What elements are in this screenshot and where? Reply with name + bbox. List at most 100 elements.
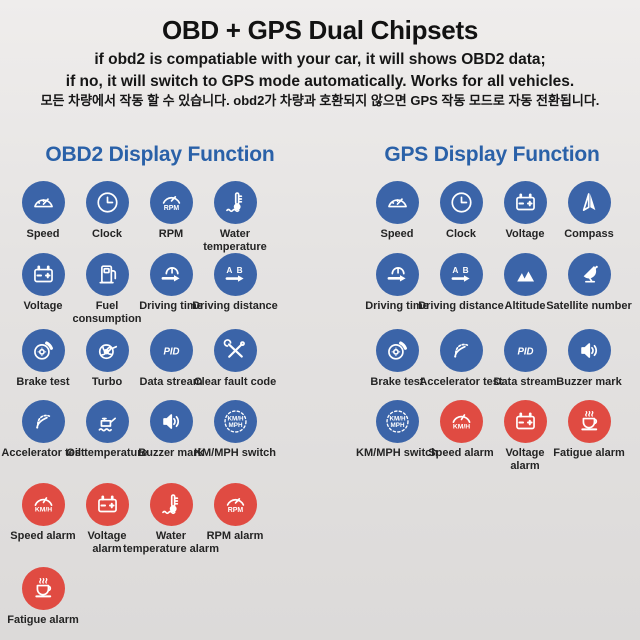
obd2-feature-speed-alarm: KM/H Speed alarm <box>10 483 76 555</box>
gps-feature-buzzer-mark: Buzzer mark <box>556 329 622 389</box>
oil-can-icon <box>85 400 129 443</box>
obd2-feature-fatigue-alarm: Fatigue alarm <box>7 567 79 627</box>
obd2-feature-rpm-alarm: RPM RPM alarm <box>203 483 267 555</box>
feature-label: Voltage <box>505 228 545 240</box>
svg-text:KM/H: KM/H <box>389 415 406 422</box>
feature-label: Clock <box>446 228 476 240</box>
obd2-row-4: Accelerator test Oil temperature Buzzer ma… <box>1 400 276 460</box>
obd2-feature-voltage-alarm: Voltage alarm <box>75 483 139 555</box>
feature-label: Data stream <box>139 376 203 388</box>
gps-feature-accelerator-test: Accelerator test <box>419 329 503 389</box>
fuel-pump-icon <box>85 253 129 296</box>
compass-icon <box>567 181 611 224</box>
svg-text:KM/H: KM/H <box>34 507 51 514</box>
gps-feature-voltage-alarm: Voltage alarm <box>493 400 557 472</box>
subtitle-line-2: if no, it will switch to GPS mode automa… <box>65 72 575 90</box>
water-thermometer-icon <box>213 181 257 224</box>
feature-label: Water temperature <box>203 228 267 253</box>
feature-label: Driving distance <box>192 300 278 312</box>
driving-time-icon <box>149 253 193 296</box>
battery-icon <box>85 483 129 526</box>
page-title: OBD + GPS Dual Chipsets <box>161 15 478 45</box>
obd2-row-3: Brake test Turbo PID Data stream Clear fault… <box>11 329 276 389</box>
feature-label: Speed alarm <box>10 530 76 542</box>
rpm-gauge-icon: RPM <box>213 483 257 526</box>
obd2-feature-driving-distance: A B Driving distance <box>192 253 278 325</box>
svg-text:PID: PID <box>517 346 533 357</box>
gps-feature-altitude: Altitude <box>493 253 557 313</box>
coffee-cup-icon <box>567 400 611 443</box>
obd2-feature-data-stream: PID Data stream <box>139 329 203 389</box>
battery-icon <box>503 181 547 224</box>
feature-label: RPM alarm <box>206 530 264 542</box>
gps-feature-speed-alarm: KM/H Speed alarm <box>428 400 494 472</box>
svg-text:KM/H: KM/H <box>227 415 244 422</box>
obd2-feature-speed: Speed <box>11 181 75 253</box>
gps-row-4: KM/H MPH KM/MPH switch KM/H Speed alarm Volta… <box>356 400 625 472</box>
speedometer-icon <box>21 181 65 224</box>
accelerator-gauge-icon <box>439 329 483 372</box>
svg-text:RPM: RPM <box>227 507 243 514</box>
obd2-feature-brake-test: Brake test <box>11 329 75 389</box>
obd2-feature-water-temperature-alarm: Water temperature alarm <box>123 483 219 555</box>
obd2-feature-water-temperature: Water temperature <box>203 181 267 253</box>
clock-icon <box>85 181 129 224</box>
feature-label: Buzzer mark <box>138 447 204 459</box>
gps-row-2: Driving time A B Driving distance Altitude S… <box>365 253 632 313</box>
feature-label: Fatigue alarm <box>553 447 625 459</box>
feature-label: Driving time <box>365 300 429 312</box>
water-thermometer-icon <box>149 483 193 526</box>
subtitle-english: if obd2 is compatiable with your car, it… <box>0 49 640 92</box>
obd2-feature-fuel-consumption: Fuel consumption <box>72 253 142 325</box>
brake-disc-icon <box>375 329 419 372</box>
gps-feature-km-mph-switch: KM/H MPH KM/MPH switch <box>356 400 438 472</box>
svg-text:A B: A B <box>226 265 243 275</box>
gps-feature-voltage: Voltage <box>493 181 557 241</box>
driving-time-icon <box>375 253 419 296</box>
gps-feature-speed: Speed <box>365 181 429 241</box>
obd2-section-heading: OBD2 Display Function <box>45 143 275 166</box>
feature-label: Driving distance <box>418 300 504 312</box>
gps-feature-data-stream: PID Data stream <box>493 329 557 389</box>
gps-feature-driving-time: Driving time <box>365 253 429 313</box>
repair-tools-icon <box>213 329 257 372</box>
satellite-dish-icon <box>567 253 611 296</box>
feature-label: Brake test <box>370 376 424 388</box>
feature-label: Accelerator test <box>1 447 85 459</box>
kmh-gauge-icon: KM/H <box>439 400 483 443</box>
feature-label: Voltage alarm <box>87 530 127 555</box>
feature-label: Voltage alarm <box>505 447 545 472</box>
feature-label: Fatigue alarm <box>7 614 79 626</box>
obd2-feature-km-mph-switch: KM/H MPH KM/MPH switch <box>194 400 276 460</box>
gps-feature-brake-test: Brake test <box>365 329 429 389</box>
feature-label: Water temperature alarm <box>123 530 219 555</box>
feature-label: Compass <box>564 228 614 240</box>
gps-row-3: Brake test Accelerator test PID Data stream… <box>365 329 622 389</box>
svg-text:MPH: MPH <box>228 422 242 429</box>
feature-label: KM/MPH switch <box>356 447 438 459</box>
pid-icon: PID <box>149 329 193 372</box>
feature-label: Speed <box>380 228 414 240</box>
svg-text:A B: A B <box>452 265 469 275</box>
feature-label: Data stream <box>493 376 557 388</box>
feature-label: Buzzer mark <box>556 376 622 388</box>
feature-label: RPM <box>158 228 184 240</box>
speaker-icon <box>567 329 611 372</box>
feature-label: Clock <box>92 228 122 240</box>
gps-feature-satellite-number: Satellite number <box>546 253 632 313</box>
feature-label: Oil temperature <box>66 447 148 459</box>
kmh-gauge-icon: KM/H <box>21 483 65 526</box>
obd2-feature-accelerator-test: Accelerator test <box>1 400 85 460</box>
feature-label: Turbo <box>91 376 123 388</box>
svg-text:KM/H: KM/H <box>452 424 469 431</box>
obd2-feature-buzzer-mark: Buzzer mark <box>138 400 204 460</box>
gps-feature-fatigue-alarm: Fatigue alarm <box>553 400 625 472</box>
rpm-gauge-icon: RPM <box>149 181 193 224</box>
feature-label: Altitude <box>504 300 546 312</box>
obd2-row-5: KM/H Speed alarm Voltage alarm Water temper… <box>10 483 267 555</box>
obd2-feature-voltage: Voltage <box>11 253 75 325</box>
svg-text:PID: PID <box>163 346 179 357</box>
obd2-feature-grid: Speed Clock RPM RPM Water temperature Voltage… <box>1 0 278 640</box>
